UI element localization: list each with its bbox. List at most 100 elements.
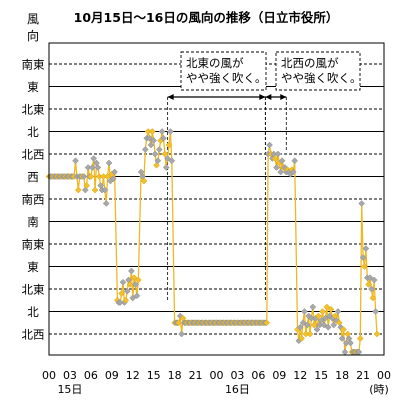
x-day-label: 15日 [57,383,82,396]
data-point [313,326,321,333]
y-tick-label: 北西 [22,148,45,162]
data-point [362,245,370,252]
data-point [296,323,304,331]
x-tick-label: 06 [84,369,98,382]
y-tick-label: 南東 [22,58,45,72]
data-point [105,159,113,167]
annotation-text: やや強く吹く。 [186,71,267,85]
data-point [368,285,375,293]
data-point [361,263,368,270]
data-point [274,150,282,158]
data-point [365,281,372,288]
y-axis-label: 風向 [27,12,39,43]
data-point [81,186,89,194]
annotation-arrowhead-left [167,94,174,100]
x-tick-label: 06 [251,369,265,382]
data-point [109,175,117,183]
data-point [80,173,88,180]
data-point [178,330,185,338]
data-point [334,308,342,315]
data-point [160,134,167,142]
data-point [278,157,286,165]
data-point [322,314,329,322]
data-point [175,319,183,327]
y-axis-label-char: 風 [27,12,39,26]
data-point [289,168,297,176]
y-tick-label: 南 [27,215,39,229]
x-tick-label: 18 [335,369,349,382]
x-tick-label: 15 [314,369,328,382]
x-tick-label: 09 [105,369,119,382]
data-point [150,137,158,144]
y-tick-label: 東 [27,80,39,94]
x-unit-label: (時) [369,383,389,396]
data-point [358,200,366,207]
data-point [299,319,307,327]
data-point [324,323,332,331]
data-point [310,321,318,329]
data-point [338,335,346,342]
x-tick-label: 12 [126,369,140,382]
data-point [333,317,340,324]
data-point [326,312,333,320]
data-point [273,164,280,171]
data-point [323,303,331,311]
data-point [129,294,137,302]
data-point [369,294,377,302]
data-point [372,308,379,315]
x-tick-label: 09 [272,369,286,382]
data-point [277,168,285,176]
y-axis-label-char: 向 [27,28,39,43]
y-tick-label: 北東 [22,103,45,117]
data-point [266,141,273,149]
data-point [309,303,317,311]
y-tick-label: 西 [27,170,39,184]
data-point [101,186,109,194]
data-point [132,281,139,288]
data-point [94,164,102,171]
x-tick-label: 15 [147,369,161,382]
data-point [104,173,111,180]
y-tick-label: 北 [27,125,39,139]
x-tick-label: 03 [230,369,244,382]
data-point [165,141,173,149]
grid-lines [49,63,384,335]
data-point [315,312,322,320]
data-point [140,177,148,185]
y-tick-label: 北西 [22,328,45,342]
data-point [119,278,127,286]
data-point [83,182,91,189]
data-point [88,164,96,171]
y-tick-label: 北東 [22,283,45,297]
data-point [122,296,130,304]
y-tick-label: 南西 [22,193,45,207]
data-point [320,321,328,329]
data-point [327,305,335,313]
data-point [319,308,326,315]
annotation-box [275,51,361,91]
data-point [146,134,153,142]
x-tick-label: 00 [42,369,56,382]
x-tick-label: 18 [168,369,182,382]
data-point [147,141,155,149]
data-point [167,128,174,135]
data-point [366,274,374,282]
data-point [72,157,79,165]
data-point [148,128,156,135]
x-tick-label: 00 [377,369,391,382]
annotation-text: 北東の風が [186,56,244,70]
data-point [74,186,82,194]
y-tick-label: 北 [27,305,39,319]
data-point [102,200,110,207]
data-point [330,321,338,329]
annotation-arrowhead-left [265,94,272,100]
chart-title: 10月15日～16日の風向の推移（日立市役所） [74,10,339,25]
data-point [134,276,142,284]
annotation-text: やや強く吹く。 [281,71,362,85]
data-point [373,330,381,338]
series-points-group [45,128,381,356]
data-point [306,330,314,338]
